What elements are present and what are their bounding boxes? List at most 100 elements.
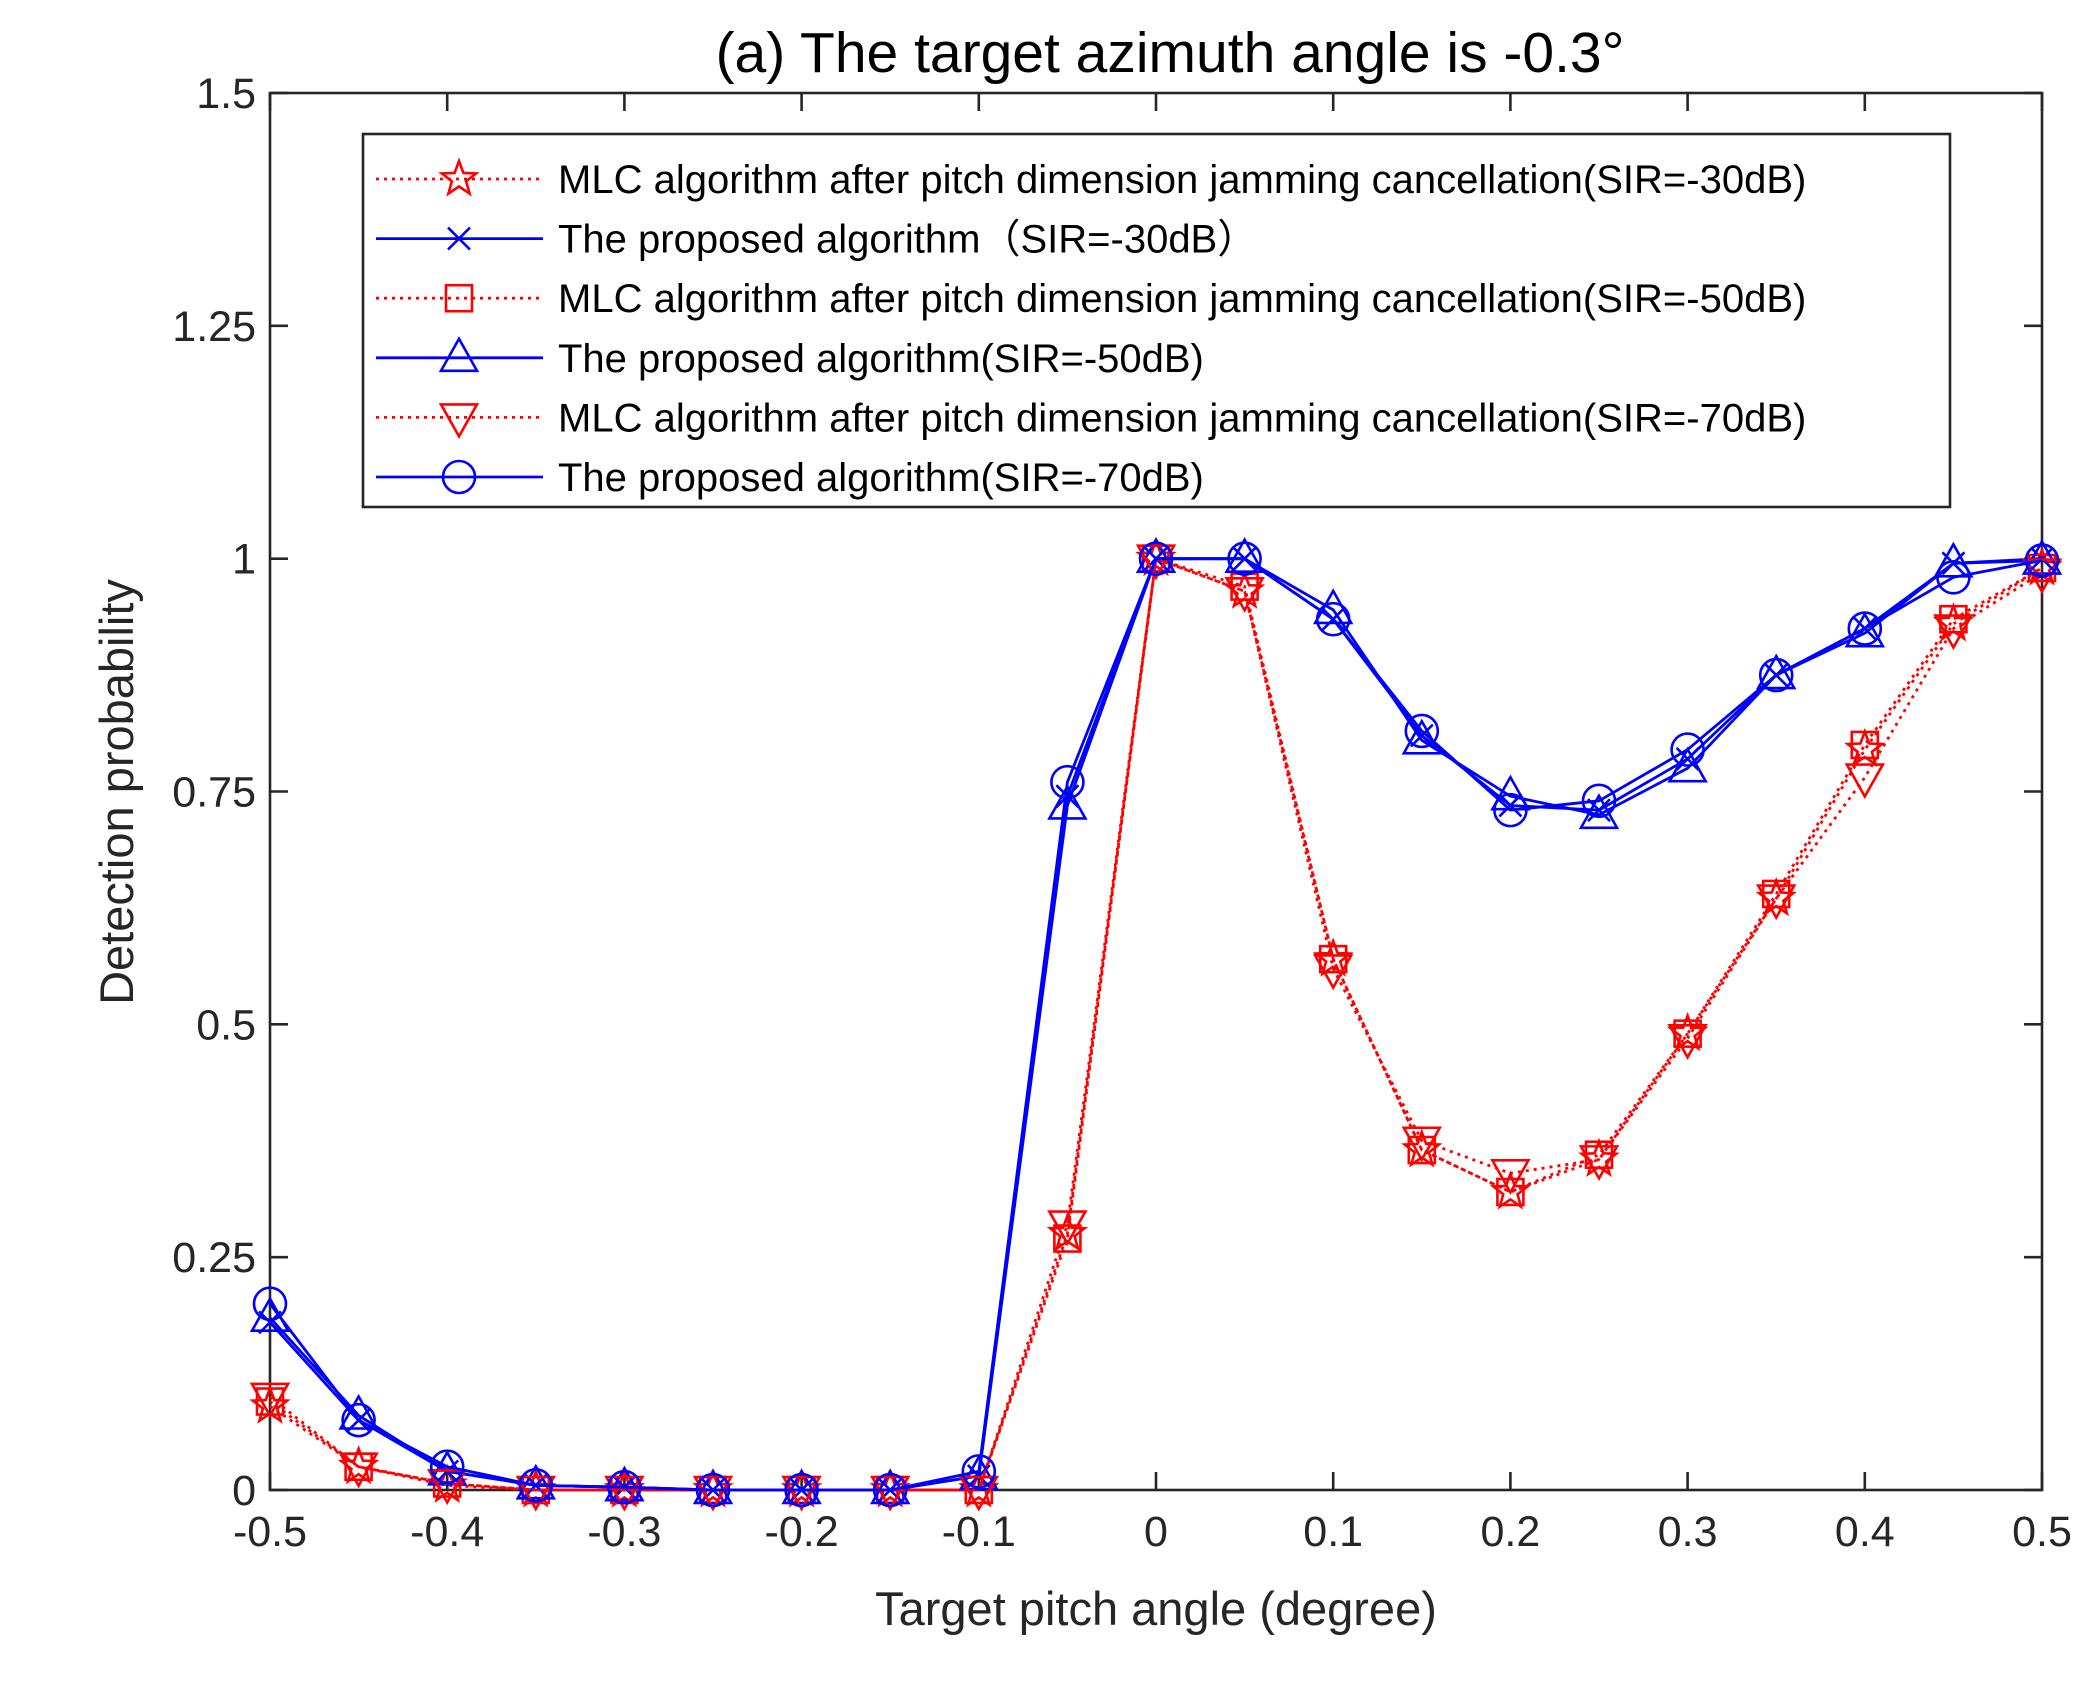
- x-tick-label: 0.3: [1658, 1508, 1718, 1556]
- data-point: [607, 1469, 642, 1505]
- x-tick-label: -0.1: [942, 1508, 1016, 1556]
- legend-box: [361, 132, 1952, 509]
- data-point: [2021, 558, 2063, 595]
- legend-marker: [444, 283, 474, 313]
- data-point: [1315, 601, 1351, 637]
- x-tick-label: 0: [1144, 1508, 1168, 1556]
- x-tick-label: -0.3: [587, 1508, 661, 1556]
- data-point: [252, 1286, 288, 1322]
- legend-label: The proposed algorithm(SIR=-50dB): [558, 337, 1204, 381]
- legend-entry: MLC algorithm after pitch dimension jamm…: [376, 396, 1806, 440]
- legend: MLC algorithm after pitch dimension jamm…: [361, 132, 1952, 509]
- y-tick-label: 1: [232, 536, 256, 584]
- data-point: [1667, 746, 1708, 783]
- data-point: [2024, 543, 2060, 578]
- legend-label: MLC algorithm after pitch dimension jamm…: [558, 158, 1806, 202]
- data-point: [1936, 559, 1971, 595]
- x-tick-label: 0.5: [2012, 1508, 2072, 1556]
- data-point: [781, 1468, 822, 1505]
- legend-marker: [438, 403, 480, 440]
- data-point: [1050, 764, 1085, 800]
- legend-label: MLC algorithm after pitch dimension jamm…: [558, 396, 1806, 440]
- data-point: [1135, 544, 1177, 581]
- data-point: [1493, 792, 1528, 828]
- data-point: [1312, 954, 1354, 991]
- legend-marker: [438, 336, 480, 373]
- x-tick-label: -0.4: [410, 1508, 484, 1556]
- data-point: [1407, 1135, 1437, 1165]
- data-point: [1318, 944, 1348, 974]
- data-point: [426, 1469, 468, 1506]
- data-point: [1581, 783, 1617, 819]
- data-point: [1401, 1126, 1443, 1163]
- x-tick-label: -0.5: [233, 1508, 307, 1556]
- data-point: [249, 1382, 291, 1419]
- data-point: [1047, 1210, 1088, 1247]
- data-point: [1135, 537, 1177, 573]
- data-point: [961, 1454, 997, 1489]
- data-point: [692, 1468, 734, 1505]
- legend-marker: [438, 157, 480, 197]
- x-axis-title: Target pitch angle (degree): [875, 1582, 1437, 1635]
- series-2: [258, 546, 2054, 1502]
- data-point: [604, 1465, 645, 1502]
- data-point: [695, 1472, 731, 1508]
- data-point: [1933, 614, 1974, 651]
- y-tick-label: 0.25: [172, 1234, 256, 1282]
- data-point: [518, 1468, 554, 1503]
- y-tick-label: 0: [232, 1467, 256, 1515]
- data-point: [429, 1449, 465, 1485]
- legend-label: MLC algorithm after pitch dimension jamm…: [558, 277, 1806, 321]
- data-point: [1224, 576, 1265, 613]
- data-point: [1227, 541, 1262, 576]
- data-point: [604, 1475, 645, 1512]
- data-point: [1847, 611, 1883, 646]
- data-point: [338, 1452, 379, 1489]
- x-tick-label: -0.2: [765, 1508, 839, 1556]
- data-point: [1578, 1145, 1620, 1182]
- legend-label: The proposed algorithm（SIR=-30dB）: [558, 218, 1257, 262]
- y-tick-label: 0.75: [172, 769, 256, 817]
- y-axis: 0 0.25 0.5 0.75 1 1.25 1.5: [172, 70, 2042, 1515]
- x-tick-label: 0.4: [1835, 1508, 1895, 1556]
- data-point: [1053, 1224, 1082, 1253]
- y-tick-label: 0.5: [196, 1001, 256, 1049]
- data-point: [1496, 1177, 1525, 1207]
- x-tick-label: 0.1: [1303, 1508, 1363, 1556]
- data-point: [1755, 653, 1797, 690]
- data-point: [1404, 713, 1440, 749]
- legend-label: The proposed algorithm(SIR=-70dB): [558, 456, 1204, 500]
- x-axis: -0.5 -0.4 -0.3 -0.2 -0.1 0 0.1 0.2 0.3 0.4 0.5: [233, 93, 2072, 1556]
- data-point: [338, 1393, 379, 1430]
- legend-marker: [447, 226, 471, 251]
- data-point: [1844, 611, 1886, 648]
- data-point: [1490, 1159, 1531, 1195]
- data-point: [1850, 730, 1880, 760]
- series-line: [269, 557, 2043, 1492]
- data-point: [1047, 783, 1088, 820]
- series-line: [268, 557, 2043, 1492]
- data-point: [692, 1475, 734, 1512]
- y-tick-label: 1.5: [196, 70, 256, 118]
- series-layer: [249, 536, 2063, 1512]
- series-6: [252, 541, 2060, 1508]
- series-line: [269, 557, 2043, 1492]
- legend-entry: The proposed algorithm(SIR=-50dB): [376, 336, 1204, 381]
- x-tick-label: 0.2: [1481, 1508, 1541, 1556]
- legend-entry: MLC algorithm after pitch dimension jamm…: [376, 277, 1806, 321]
- series-5: [249, 544, 2063, 1512]
- data-point: [1670, 732, 1705, 767]
- legend-entry: The proposed algorithm(SIR=-70dB): [376, 456, 1204, 500]
- data-point: [515, 1475, 557, 1512]
- data-point: [1578, 793, 1620, 830]
- data-point: [784, 1472, 819, 1508]
- data-point: [958, 1475, 1000, 1512]
- data-point: [872, 1472, 908, 1508]
- data-point: [1758, 657, 1794, 693]
- data-point: [341, 1402, 376, 1438]
- data-point: [1224, 537, 1265, 573]
- data-point: [1667, 1024, 1708, 1060]
- y-axis-title: Detection probability: [90, 579, 143, 1005]
- y-tick-label: 1.25: [172, 303, 256, 351]
